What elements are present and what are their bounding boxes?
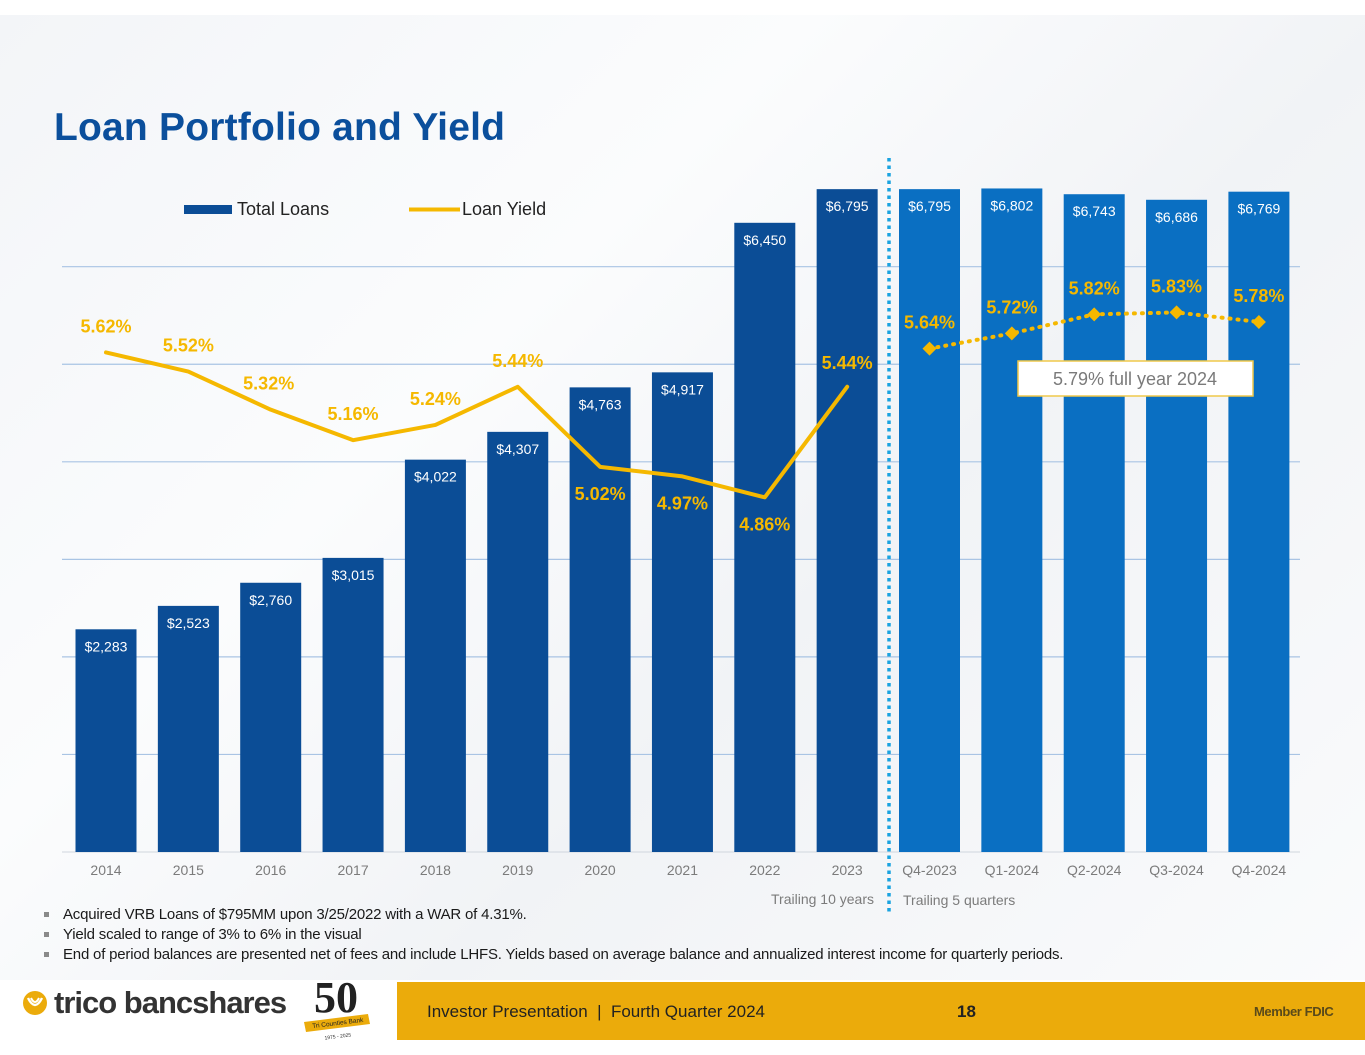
bar-label-2022: $6,450 [743,232,786,248]
page-title: Loan Portfolio and Yield [54,106,506,149]
yield-labels: 5.62% 5.52% 5.32% 5.16% 5.24% 5.44% 5.02% 4.97%… [80,276,1284,534]
footnote: End of period balances are presented net… [44,945,1063,965]
full-year-annotation: 5.79% full year 2024 [1017,360,1254,397]
trico-logo-icon [23,991,47,1015]
x-tick-label: Q3-2024 [1149,862,1204,878]
x-tick-label: Q1-2024 [985,862,1040,878]
bar-2020 [569,387,631,852]
annotation-box [1017,360,1254,397]
yield-marker-Q4-2024 [1251,314,1266,329]
x-tick-labels: 2014 2015 2016 2017 2018 2019 2020 2021 2022 2023… [90,862,1286,878]
anniversary-years: 1975 - 2025 [324,1032,351,1041]
footnotes: Acquired VRB Loans of $795MM upon 3/25/2… [44,905,1063,965]
x-tick-label: Q4-2024 [1232,862,1287,878]
bar-label-2019: $4,307 [496,441,539,457]
x-tick-label: 2019 [502,862,533,878]
yield-label-2016: 5.32% [243,374,294,394]
bar-Q2-2024 [1063,194,1125,853]
bar-label-Q1-2024: $6,802 [990,197,1033,213]
bar-2015 [157,605,219,852]
bar-label-2015: $2,523 [167,615,210,631]
yield-label-2020: 5.02% [575,484,626,504]
bar-label-2018: $4,022 [414,469,457,485]
yield-label-2019: 5.44% [492,351,543,371]
yield-marker-Q3-2024 [1169,305,1184,320]
bar-labels: $2,283 $2,523 $2,760 $3,015 $4,022 $4,307 $4,7… [85,197,1281,654]
anniversary-number: 50 [314,973,358,1022]
loan-chart: $2,283 $2,523 $2,760 $3,015 $4,022 $4,307 $4,7… [62,158,1300,915]
bar-2021 [651,372,713,852]
footer-presentation-title: Investor Presentation | Fourth Quarter 2… [427,1002,765,1021]
bar-2018 [404,459,466,852]
bar-label-2017: $3,015 [332,567,375,583]
anniversary-ribbon [304,1014,370,1032]
yield-label-2017: 5.16% [328,404,379,424]
x-tick-label: 2018 [420,862,451,878]
bar-label-2020: $4,763 [579,396,622,412]
bar-2017 [322,557,384,852]
group-label-trailing-5-quarters: Trailing 5 quarters [903,892,1015,908]
bar-label-2016: $2,760 [249,592,292,608]
yield-marker-Q1-2024 [1004,326,1019,341]
x-tick-label: Q2-2024 [1067,862,1122,878]
bar-label-Q4-2024: $6,769 [1237,201,1280,217]
x-tick-label: 2016 [255,862,286,878]
bar-label-Q4-2023: $6,795 [908,198,951,214]
yield-label-2021: 4.97% [657,493,708,513]
anniversary-badge: 50 Tri Counties Bank 1975 - 2025 [304,973,370,1042]
x-tick-label: 2022 [749,862,780,878]
bar-2019 [487,431,549,852]
x-tick-label: 2023 [832,862,863,878]
bar-label-Q2-2024: $6,743 [1073,203,1116,219]
yield-label-2015: 5.52% [163,336,214,356]
legend-total-loans-label: Total Loans [237,199,329,219]
bar-Q4-2023 [899,189,960,852]
page-number: 18 [957,1002,976,1021]
x-tick-label: 2021 [667,862,698,878]
x-tick-label: 2014 [90,862,121,878]
bar-label-2023: $6,795 [826,198,869,214]
bar-Q1-2024 [981,188,1043,852]
yield-label-Q1-2024: 5.72% [986,297,1037,317]
yield-label-Q3-2024: 5.83% [1151,276,1202,296]
bar-label-Q3-2024: $6,686 [1155,209,1198,225]
legend: Total Loans Loan Yield [184,199,546,219]
bar-label-2014: $2,283 [85,638,128,654]
bar-label-2021: $4,917 [661,381,704,397]
member-fdic: Member FDIC [1254,1004,1334,1019]
legend-total-loans-swatch [184,205,232,214]
yield-label-2018: 5.24% [410,389,461,409]
x-tick-label: Q4-2023 [902,862,957,878]
yield-label-2022: 4.86% [739,514,790,534]
footnote: Yield scaled to range of 3% to 6% in the… [44,925,1063,945]
company-name: trico bancshares [54,985,287,1020]
annotation-text: 5.79% full year 2024 [1053,369,1217,389]
group-label-trailing-10-years: Trailing 10 years [771,891,874,907]
yield-label-Q4-2024: 5.78% [1233,286,1284,306]
bars [75,188,1290,853]
annual-yield-line [104,350,850,500]
yield-label-2014: 5.62% [80,316,131,336]
legend-loan-yield-label: Loan Yield [462,199,546,219]
yield-lines [104,305,1266,500]
yield-label-Q2-2024: 5.82% [1069,278,1120,298]
yield-marker-Q4-2023 [922,341,937,356]
bar-Q4-2024 [1228,191,1290,852]
yield-label-Q4-2023: 5.64% [904,313,955,333]
footnote: Acquired VRB Loans of $795MM upon 3/25/2… [44,905,1063,925]
footer-bar [397,982,1365,1040]
bar-2022 [734,222,796,853]
x-tick-label: 2020 [585,862,616,878]
bar-2014 [75,629,137,852]
company-logo: trico bancshares [22,985,287,1021]
x-tick-label: 2015 [173,862,204,878]
bar-Q3-2024 [1146,199,1208,852]
bar-2023 [816,189,878,852]
yield-label-2023: 5.44% [822,353,873,373]
x-tick-label: 2017 [337,862,368,878]
yield-marker-Q2-2024 [1087,307,1102,322]
bar-2016 [240,582,302,852]
